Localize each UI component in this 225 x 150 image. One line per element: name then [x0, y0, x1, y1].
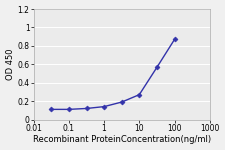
X-axis label: Recombinant ProteinConcentration(ng/ml): Recombinant ProteinConcentration(ng/ml): [33, 135, 211, 144]
Y-axis label: OD 450: OD 450: [6, 49, 15, 80]
